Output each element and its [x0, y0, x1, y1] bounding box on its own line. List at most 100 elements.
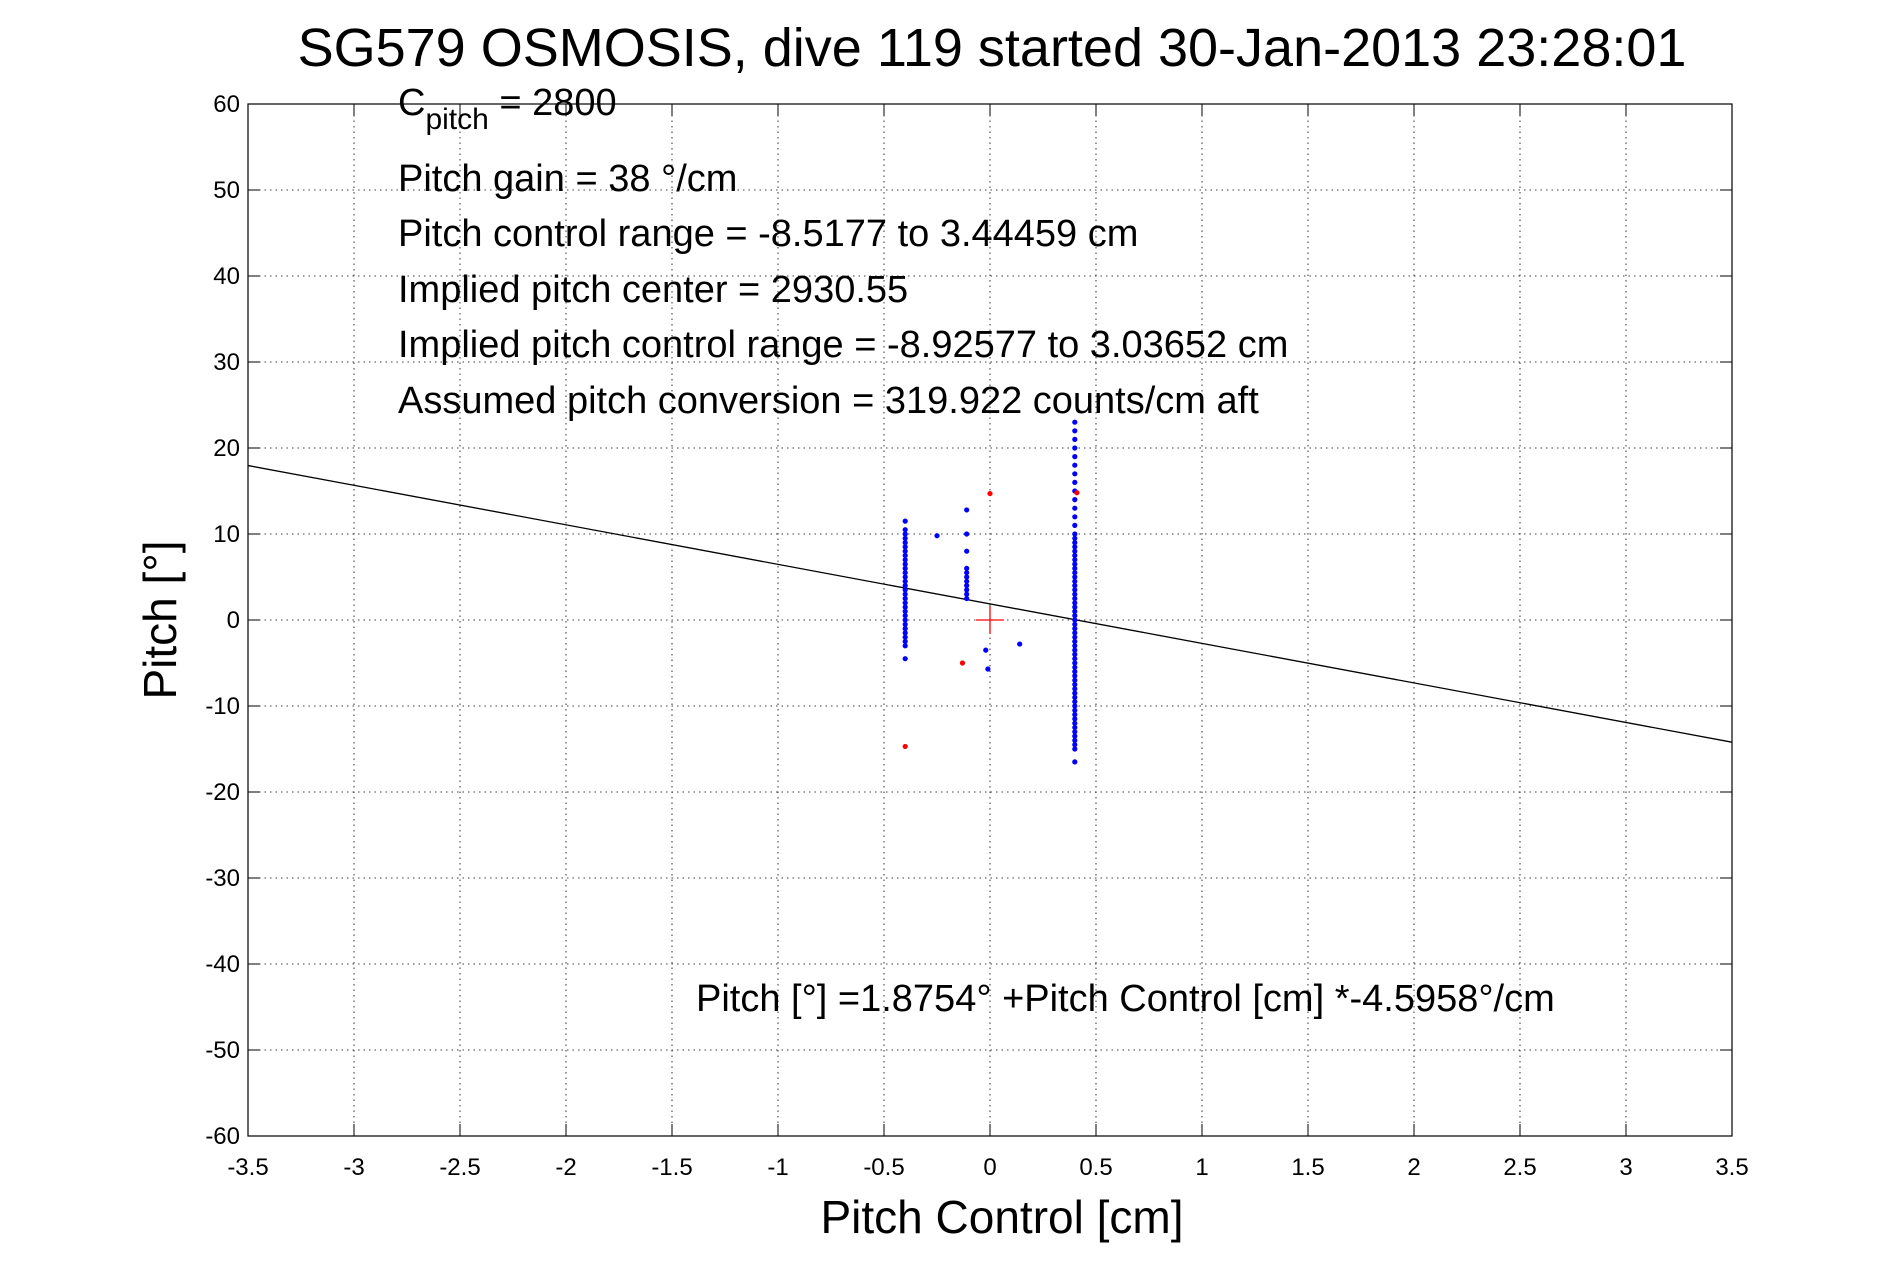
x-tick-label: 2 [1407, 1154, 1420, 1181]
data-point [964, 570, 970, 576]
x-tick-label: -1.5 [651, 1154, 692, 1181]
data-point [964, 507, 970, 513]
data-point [983, 647, 989, 653]
y-tick-label: -30 [205, 865, 240, 892]
data-point [902, 518, 908, 524]
data-point [902, 587, 908, 593]
data-point [1072, 557, 1078, 563]
data-point [902, 600, 908, 606]
rejected-data-point [902, 743, 908, 750]
data-point [1072, 677, 1078, 683]
data-point [1072, 664, 1078, 670]
data-point [1072, 561, 1078, 567]
y-tick-label: -20 [205, 779, 240, 806]
fit-line [248, 464, 1732, 743]
x-tick-label: 2.5 [1503, 1154, 1536, 1181]
data-point [902, 583, 908, 589]
data-point [902, 574, 908, 580]
data-point [1072, 737, 1078, 744]
data-point [1072, 733, 1078, 739]
y-tick-label: 30 [213, 349, 240, 376]
x-axis-label: Pitch Control [cm] [821, 1191, 1184, 1243]
data-point [1072, 720, 1078, 726]
c-pitch-value: = 2800 [489, 82, 617, 124]
data-point [964, 531, 970, 537]
data-points [902, 419, 1080, 765]
x-tick-label: 3 [1619, 1154, 1632, 1181]
data-point [1072, 746, 1078, 752]
data-point [902, 595, 908, 602]
y-tick-label: 40 [213, 263, 240, 290]
c-pitch-symbol: C [398, 82, 425, 124]
data-point [1072, 419, 1078, 425]
rejected-data-point [1074, 490, 1080, 496]
y-tick-label: -10 [205, 693, 240, 720]
x-tick-label: -2 [555, 1154, 576, 1181]
data-point [1072, 552, 1078, 559]
data-point [1072, 428, 1078, 434]
data-point [902, 643, 908, 649]
c-pitch-subscript: pitch [425, 103, 488, 136]
data-point [902, 544, 908, 550]
data-point [902, 634, 908, 640]
data-point [1072, 570, 1078, 576]
annotation-pitch-gain: Pitch gain = 38 °/cm [398, 158, 737, 200]
y-tick-label: 20 [213, 435, 240, 462]
data-point [1072, 497, 1078, 503]
data-point [1072, 613, 1078, 619]
data-point [964, 578, 970, 584]
data-point [1017, 641, 1023, 647]
data-point [1072, 656, 1078, 662]
fit-line-layer [248, 464, 1732, 743]
data-point [902, 617, 908, 623]
data-point [1072, 604, 1078, 610]
data-point [964, 583, 970, 589]
data-point [1072, 544, 1078, 550]
annotation-assumed-pitch-conversion: Assumed pitch conversion = 319.922 count… [398, 380, 1259, 422]
y-axis-label: Pitch [°] [134, 540, 186, 699]
data-point [902, 613, 908, 619]
rejected-data-point [987, 490, 993, 497]
data-point [1072, 531, 1078, 537]
data-point [1072, 462, 1078, 468]
data-point [1072, 630, 1078, 636]
data-point [964, 595, 970, 602]
data-point [1072, 600, 1078, 606]
x-tick-label: 3.5 [1715, 1154, 1748, 1181]
data-point [985, 666, 991, 672]
x-tick-labels: -3.5 -3 -2.5 -2 -1.5 -1 -0.5 0 0.5 1 1.5 2 2.5 3 3.5 [227, 1154, 1748, 1181]
data-point [1072, 724, 1078, 731]
data-point [1072, 436, 1078, 442]
data-point [1072, 578, 1078, 584]
data-point [1072, 707, 1078, 713]
data-point [902, 570, 908, 576]
x-tick-label: -2.5 [439, 1154, 480, 1181]
y-tick-label: 50 [213, 177, 240, 204]
data-point [1072, 595, 1078, 602]
data-point [1072, 608, 1078, 615]
data-point [1072, 505, 1078, 511]
data-point [902, 621, 908, 627]
annotation-pitch-control-range: Pitch control range = -8.5177 to 3.44459… [398, 213, 1138, 255]
annotation-implied-pitch-control-range: Implied pitch control range = -8.92577 t… [398, 324, 1288, 366]
data-point [902, 535, 908, 541]
data-point [1072, 759, 1078, 765]
data-point [1072, 742, 1078, 748]
data-point [1072, 514, 1078, 520]
data-point [1072, 583, 1078, 589]
y-tick-label: -50 [205, 1037, 240, 1064]
data-point [1072, 660, 1078, 666]
data-point [902, 656, 908, 662]
center-marker [976, 606, 1004, 634]
data-point [902, 638, 908, 645]
x-tick-label: -3.5 [227, 1154, 268, 1181]
data-point [902, 531, 908, 537]
data-point [1072, 712, 1078, 718]
data-point [964, 565, 970, 572]
data-point [902, 604, 908, 610]
data-point [1072, 471, 1078, 477]
rejected-data-point [959, 660, 966, 666]
data-point [1072, 617, 1078, 623]
x-tick-label: -0.5 [863, 1154, 904, 1181]
data-point [902, 548, 908, 554]
